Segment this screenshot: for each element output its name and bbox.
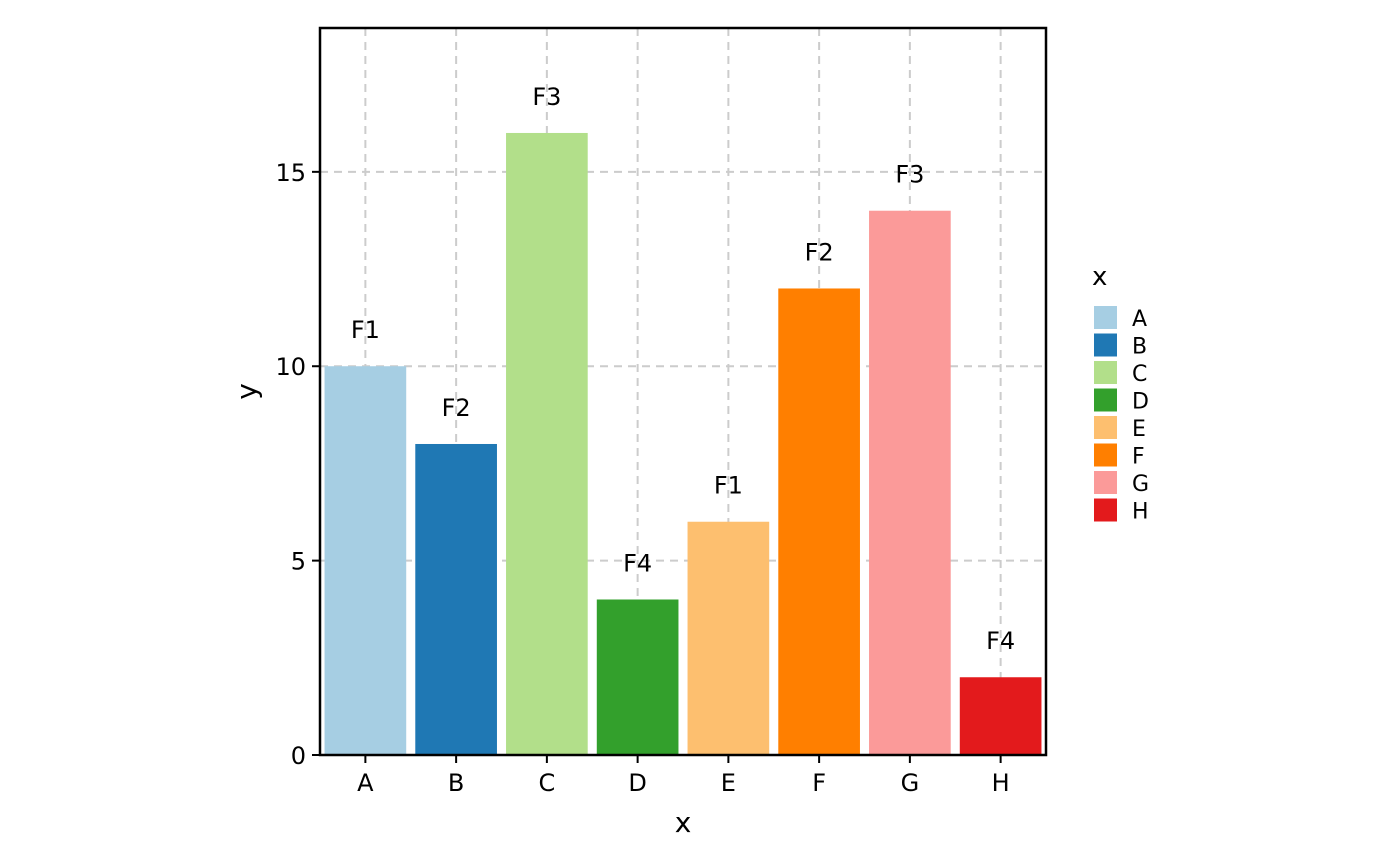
bar-C: [506, 132, 588, 756]
legend-key-H: [1094, 498, 1117, 522]
bar-A: [324, 366, 407, 755]
legend-label-B: B: [1132, 335, 1147, 360]
x-tick-label-F: F: [812, 769, 826, 797]
x-axis: A B C D E F G H: [357, 755, 1010, 797]
bar-label-E: F1: [714, 472, 743, 500]
legend-key-B: [1094, 333, 1117, 357]
legend-key-D: [1094, 388, 1117, 412]
bar-E: [687, 521, 770, 755]
bar-B: [415, 443, 497, 755]
legend-label-F: F: [1132, 445, 1145, 470]
legend-key-C: [1094, 361, 1117, 384]
legend-key-G: [1094, 471, 1117, 494]
legend-title: x: [1092, 262, 1107, 292]
x-tick-label-H: H: [992, 769, 1010, 797]
bar-label-B: F2: [442, 394, 471, 422]
bar-label-F: F2: [805, 238, 834, 266]
y-axis: 0 5 10 15: [275, 159, 320, 770]
x-tick-label-B: B: [448, 769, 464, 797]
x-tick-label-C: C: [538, 769, 555, 797]
bar-label-G: F3: [895, 161, 924, 189]
bar-D: [596, 599, 679, 755]
y-tick-label-15: 15: [275, 159, 306, 187]
bar-label-A: F1: [351, 316, 380, 344]
legend-label-H: H: [1132, 500, 1149, 525]
plot-frame: [318, 26, 1048, 757]
bar-F: [778, 288, 860, 755]
bar-H: [959, 677, 1042, 755]
x-tick-label-G: G: [901, 769, 920, 797]
legend-label-A: A: [1132, 307, 1147, 332]
y-tick-label-5: 5: [291, 548, 306, 576]
y-axis-title: y: [230, 383, 263, 400]
bar-label-C: F3: [532, 83, 561, 111]
bars: [324, 132, 1042, 756]
x-tick-label-A: A: [357, 769, 374, 797]
x-tick-label-E: E: [721, 769, 736, 797]
y-tick-label-0: 0: [291, 742, 306, 770]
bar-label-D: F4: [623, 549, 652, 577]
legend-key-A: [1094, 306, 1117, 329]
legend-key-F: [1094, 443, 1117, 467]
legend-label-C: C: [1132, 362, 1147, 387]
bar-labels: F1 F2 F3 F4 F1 F2 F3 F4: [351, 83, 1015, 655]
legend-label-G: G: [1132, 472, 1149, 497]
y-tick-label-10: 10: [275, 353, 306, 381]
bar-label-H: F4: [986, 627, 1015, 655]
x-axis-title: x: [675, 806, 692, 839]
legend-key-E: [1094, 416, 1117, 439]
x-tick-label-D: D: [628, 769, 646, 797]
legend-label-D: D: [1132, 390, 1149, 415]
bar-G: [869, 210, 951, 755]
legend-label-E: E: [1132, 417, 1146, 442]
